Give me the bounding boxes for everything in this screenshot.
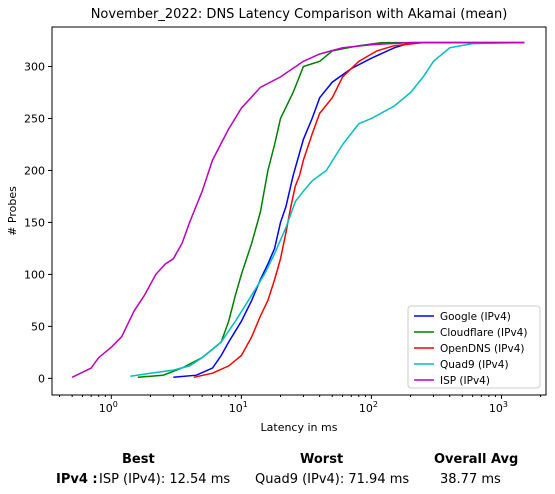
worst-header: Worst [300,452,344,467]
series-lines [71,41,525,379]
legend-label: Quad9 (IPv4) [440,359,509,371]
legend-label: OpenDNS (IPv4) [440,343,525,355]
best-header: Best [122,452,155,467]
best-value: ISP (IPv4): 12.54 ms [99,472,231,487]
x-tick-label: 101 [229,400,248,415]
plot-frame [51,26,547,396]
x-axis: 100 101 102 103 [59,395,542,415]
legend-label: Cloudflare (IPv4) [440,327,527,339]
worst-value: Quad9 (IPv4): 71.94 ms [255,472,410,487]
series-line-3 [130,41,525,378]
legend-label: Google (IPv4) [440,311,511,323]
y-axis: 0 50 100 150 200 250 300 [24,61,52,385]
y-tick-label: 300 [24,61,45,74]
x-tick-label: 100 [99,400,118,415]
series-line-2 [193,41,525,379]
y-axis-label: # Probes [6,186,19,236]
y-tick-label: 200 [24,164,45,177]
y-tick-label: 250 [24,112,45,125]
series-line-0 [173,41,525,379]
avg-header: Overall Avg [434,452,519,467]
x-tick-label: 103 [489,400,508,415]
y-tick-label: 0 [38,372,45,385]
avg-value: 38.77 ms [440,472,501,487]
legend: Google (IPv4) Cloudflare (IPv4) OpenDNS (I… [407,305,541,389]
y-tick-label: 150 [24,216,45,229]
y-tick-label: 100 [24,268,45,281]
ipv4-row-label: IPv4 : [56,472,98,487]
series-line-4 [71,41,525,378]
chart-title: November_2022: DNS Latency Comparison wi… [91,7,508,22]
latency-chart: November_2022: DNS Latency Comparison wi… [6,7,547,434]
x-axis-label: Latency in ms [261,421,338,434]
x-tick-label: 102 [359,400,378,415]
legend-box [407,305,541,389]
legend-label: ISP (IPv4) [440,375,490,387]
y-tick-label: 50 [31,320,45,333]
